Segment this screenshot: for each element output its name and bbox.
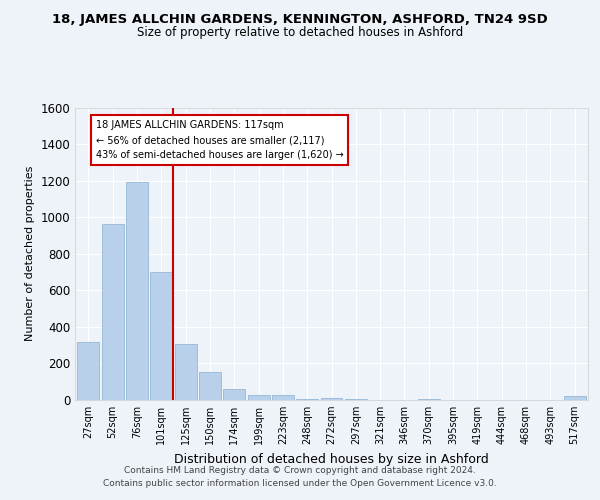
Bar xyxy=(345,399,367,400)
X-axis label: Distribution of detached houses by size in Ashford: Distribution of detached houses by size … xyxy=(174,452,489,466)
Bar xyxy=(175,344,197,400)
Bar xyxy=(418,399,440,400)
Bar xyxy=(77,342,100,400)
Bar xyxy=(199,372,221,400)
Text: 18, JAMES ALLCHIN GARDENS, KENNINGTON, ASHFORD, TN24 9SD: 18, JAMES ALLCHIN GARDENS, KENNINGTON, A… xyxy=(52,12,548,26)
Bar xyxy=(223,389,245,400)
Bar xyxy=(272,396,294,400)
Y-axis label: Number of detached properties: Number of detached properties xyxy=(25,166,35,342)
Bar xyxy=(248,394,269,400)
Text: 18 JAMES ALLCHIN GARDENS: 117sqm
← 56% of detached houses are smaller (2,117)
43: 18 JAMES ALLCHIN GARDENS: 117sqm ← 56% o… xyxy=(95,120,343,160)
Bar xyxy=(296,398,318,400)
Bar xyxy=(126,182,148,400)
Bar xyxy=(102,224,124,400)
Bar xyxy=(320,398,343,400)
Text: Size of property relative to detached houses in Ashford: Size of property relative to detached ho… xyxy=(137,26,463,39)
Bar xyxy=(563,396,586,400)
Text: Contains HM Land Registry data © Crown copyright and database right 2024.
Contai: Contains HM Land Registry data © Crown c… xyxy=(103,466,497,487)
Bar xyxy=(151,272,172,400)
